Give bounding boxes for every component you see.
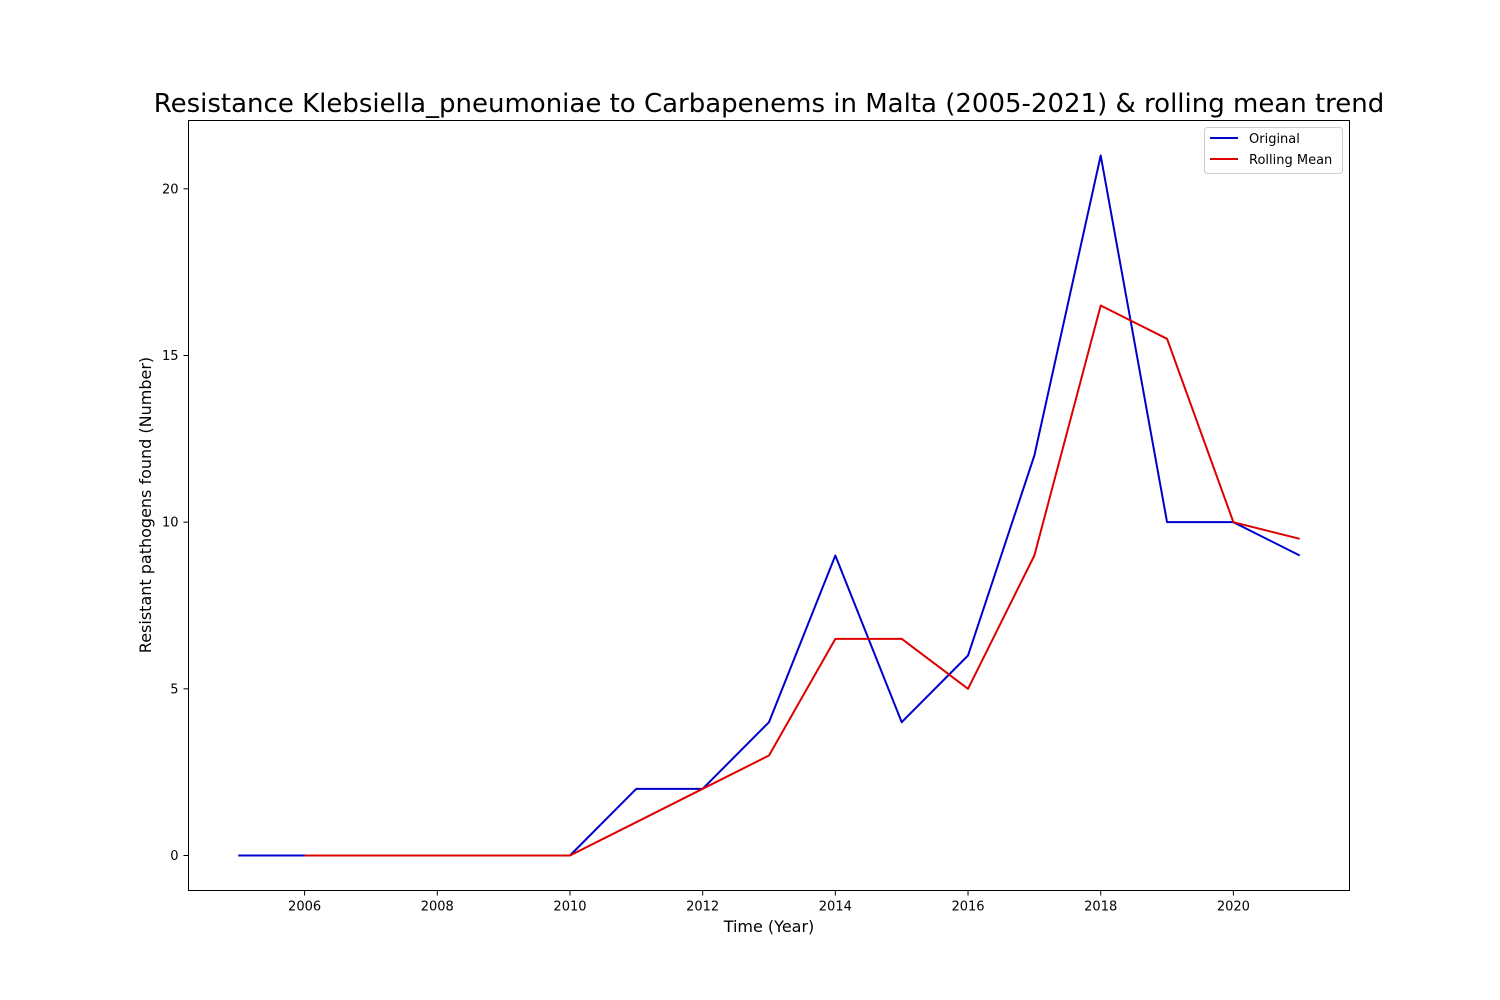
y-axis-label: Resistant pathogens found (Number) [136, 357, 155, 653]
legend-label-rolling-mean: Rolling Mean [1249, 153, 1332, 168]
x-tick-label: 2016 [951, 900, 984, 915]
y-axis-ticks: 0 5 10 15 20 [162, 182, 189, 864]
legend: Original Rolling Mean [1204, 127, 1343, 174]
legend-label-original: Original [1249, 132, 1300, 147]
x-tick-label: 2018 [1084, 900, 1117, 915]
x-tick-label: 2014 [819, 900, 852, 915]
y-tick-label: 20 [162, 182, 179, 197]
y-tick-label: 0 [170, 849, 178, 864]
x-tick-label: 2012 [686, 900, 719, 915]
y-tick-label: 10 [162, 516, 179, 531]
x-tick-label: 2020 [1217, 900, 1250, 915]
x-tick-label: 2008 [421, 900, 454, 915]
plot-frame [188, 120, 1350, 891]
x-axis-ticks: 2006 2008 2010 2012 2014 2016 2018 2020 [288, 890, 1250, 915]
x-axis-label: Time (Year) [723, 917, 815, 936]
series-layer [238, 154, 1301, 857]
y-tick-label: 5 [170, 682, 178, 697]
chart-title: Resistance Klebsiella_pneumoniae to Carb… [154, 89, 1385, 119]
series-line-original [238, 154, 1301, 857]
x-tick-label: 2010 [553, 900, 586, 915]
series-line-rolling-mean [304, 304, 1300, 857]
legend-box [1204, 127, 1343, 174]
y-tick-label: 15 [162, 349, 179, 364]
x-tick-label: 2006 [288, 900, 321, 915]
